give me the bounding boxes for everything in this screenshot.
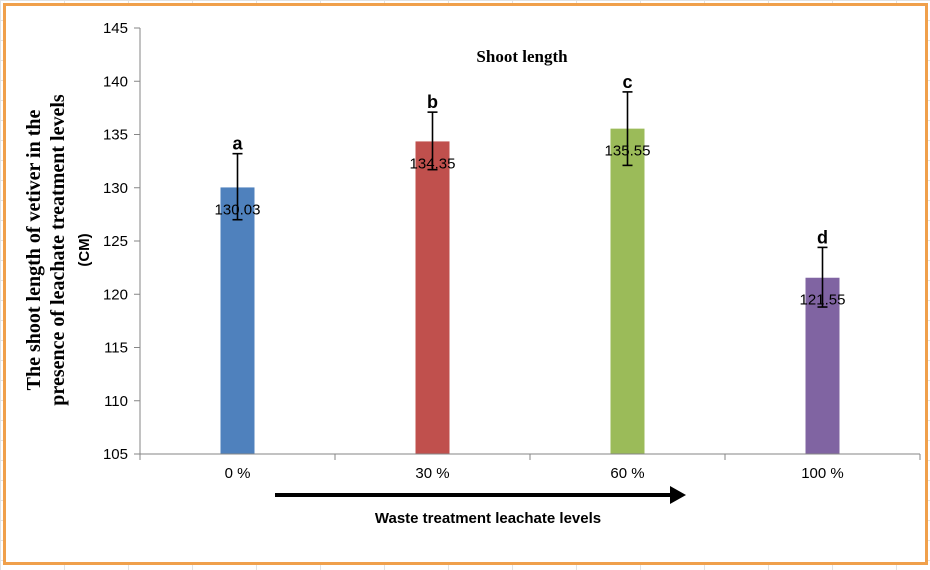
- x-direction-arrow: [275, 486, 686, 504]
- data-label: 121.55: [800, 292, 846, 309]
- y-axis-ticks: 105 110 115 120 125 130 135 140 145: [103, 20, 140, 463]
- y-tick-label: 135: [103, 127, 128, 144]
- y-axis-label-line-1: The shoot length of vetiver in the: [23, 110, 45, 391]
- y-tick-label: 140: [103, 73, 128, 90]
- significance-letters: a b c d: [232, 72, 828, 247]
- y-axis-label-unit: (CM): [76, 233, 93, 266]
- y-tick-label: 130: [103, 180, 128, 197]
- x-tick-label: 60 %: [610, 465, 644, 482]
- x-axis-label: Waste treatment leachate levels: [375, 510, 601, 527]
- x-tick-label: 0 %: [225, 465, 251, 482]
- error-bars: [232, 91, 828, 308]
- y-tick-label: 125: [103, 233, 128, 250]
- significance-letter: c: [622, 72, 632, 92]
- x-axis-ticks: 0 % 30 % 60 % 100 %: [139, 454, 921, 482]
- chart-title: Shoot length: [476, 47, 568, 66]
- y-tick-label: 120: [103, 286, 128, 303]
- significance-letter: a: [232, 134, 243, 154]
- y-tick-label: 105: [103, 446, 128, 463]
- y-tick-label: 145: [103, 20, 128, 37]
- data-label: 130.03: [215, 201, 261, 218]
- bar: [415, 141, 450, 455]
- data-label: 134.35: [410, 155, 456, 172]
- significance-letter: b: [427, 92, 438, 112]
- x-tick-label: 100 %: [801, 465, 844, 482]
- x-tick-label: 30 %: [415, 465, 449, 482]
- y-axis-label: The shoot length of vetiver in the prese…: [23, 94, 93, 406]
- significance-letter: d: [817, 227, 828, 247]
- y-axis-label-line-2: presence of leachate treatment levels: [47, 94, 69, 406]
- data-label: 135.55: [605, 143, 651, 160]
- data-labels: 130.03 134.35 135.55 121.55: [215, 143, 846, 309]
- bar: [220, 187, 255, 455]
- y-tick-label: 115: [104, 340, 128, 357]
- x-direction-arrow-head: [670, 486, 686, 504]
- bar: [610, 128, 645, 454]
- axes: [139, 28, 920, 455]
- bars: [220, 128, 840, 455]
- chart-frame: [3, 3, 928, 565]
- y-tick-label: 110: [104, 393, 128, 410]
